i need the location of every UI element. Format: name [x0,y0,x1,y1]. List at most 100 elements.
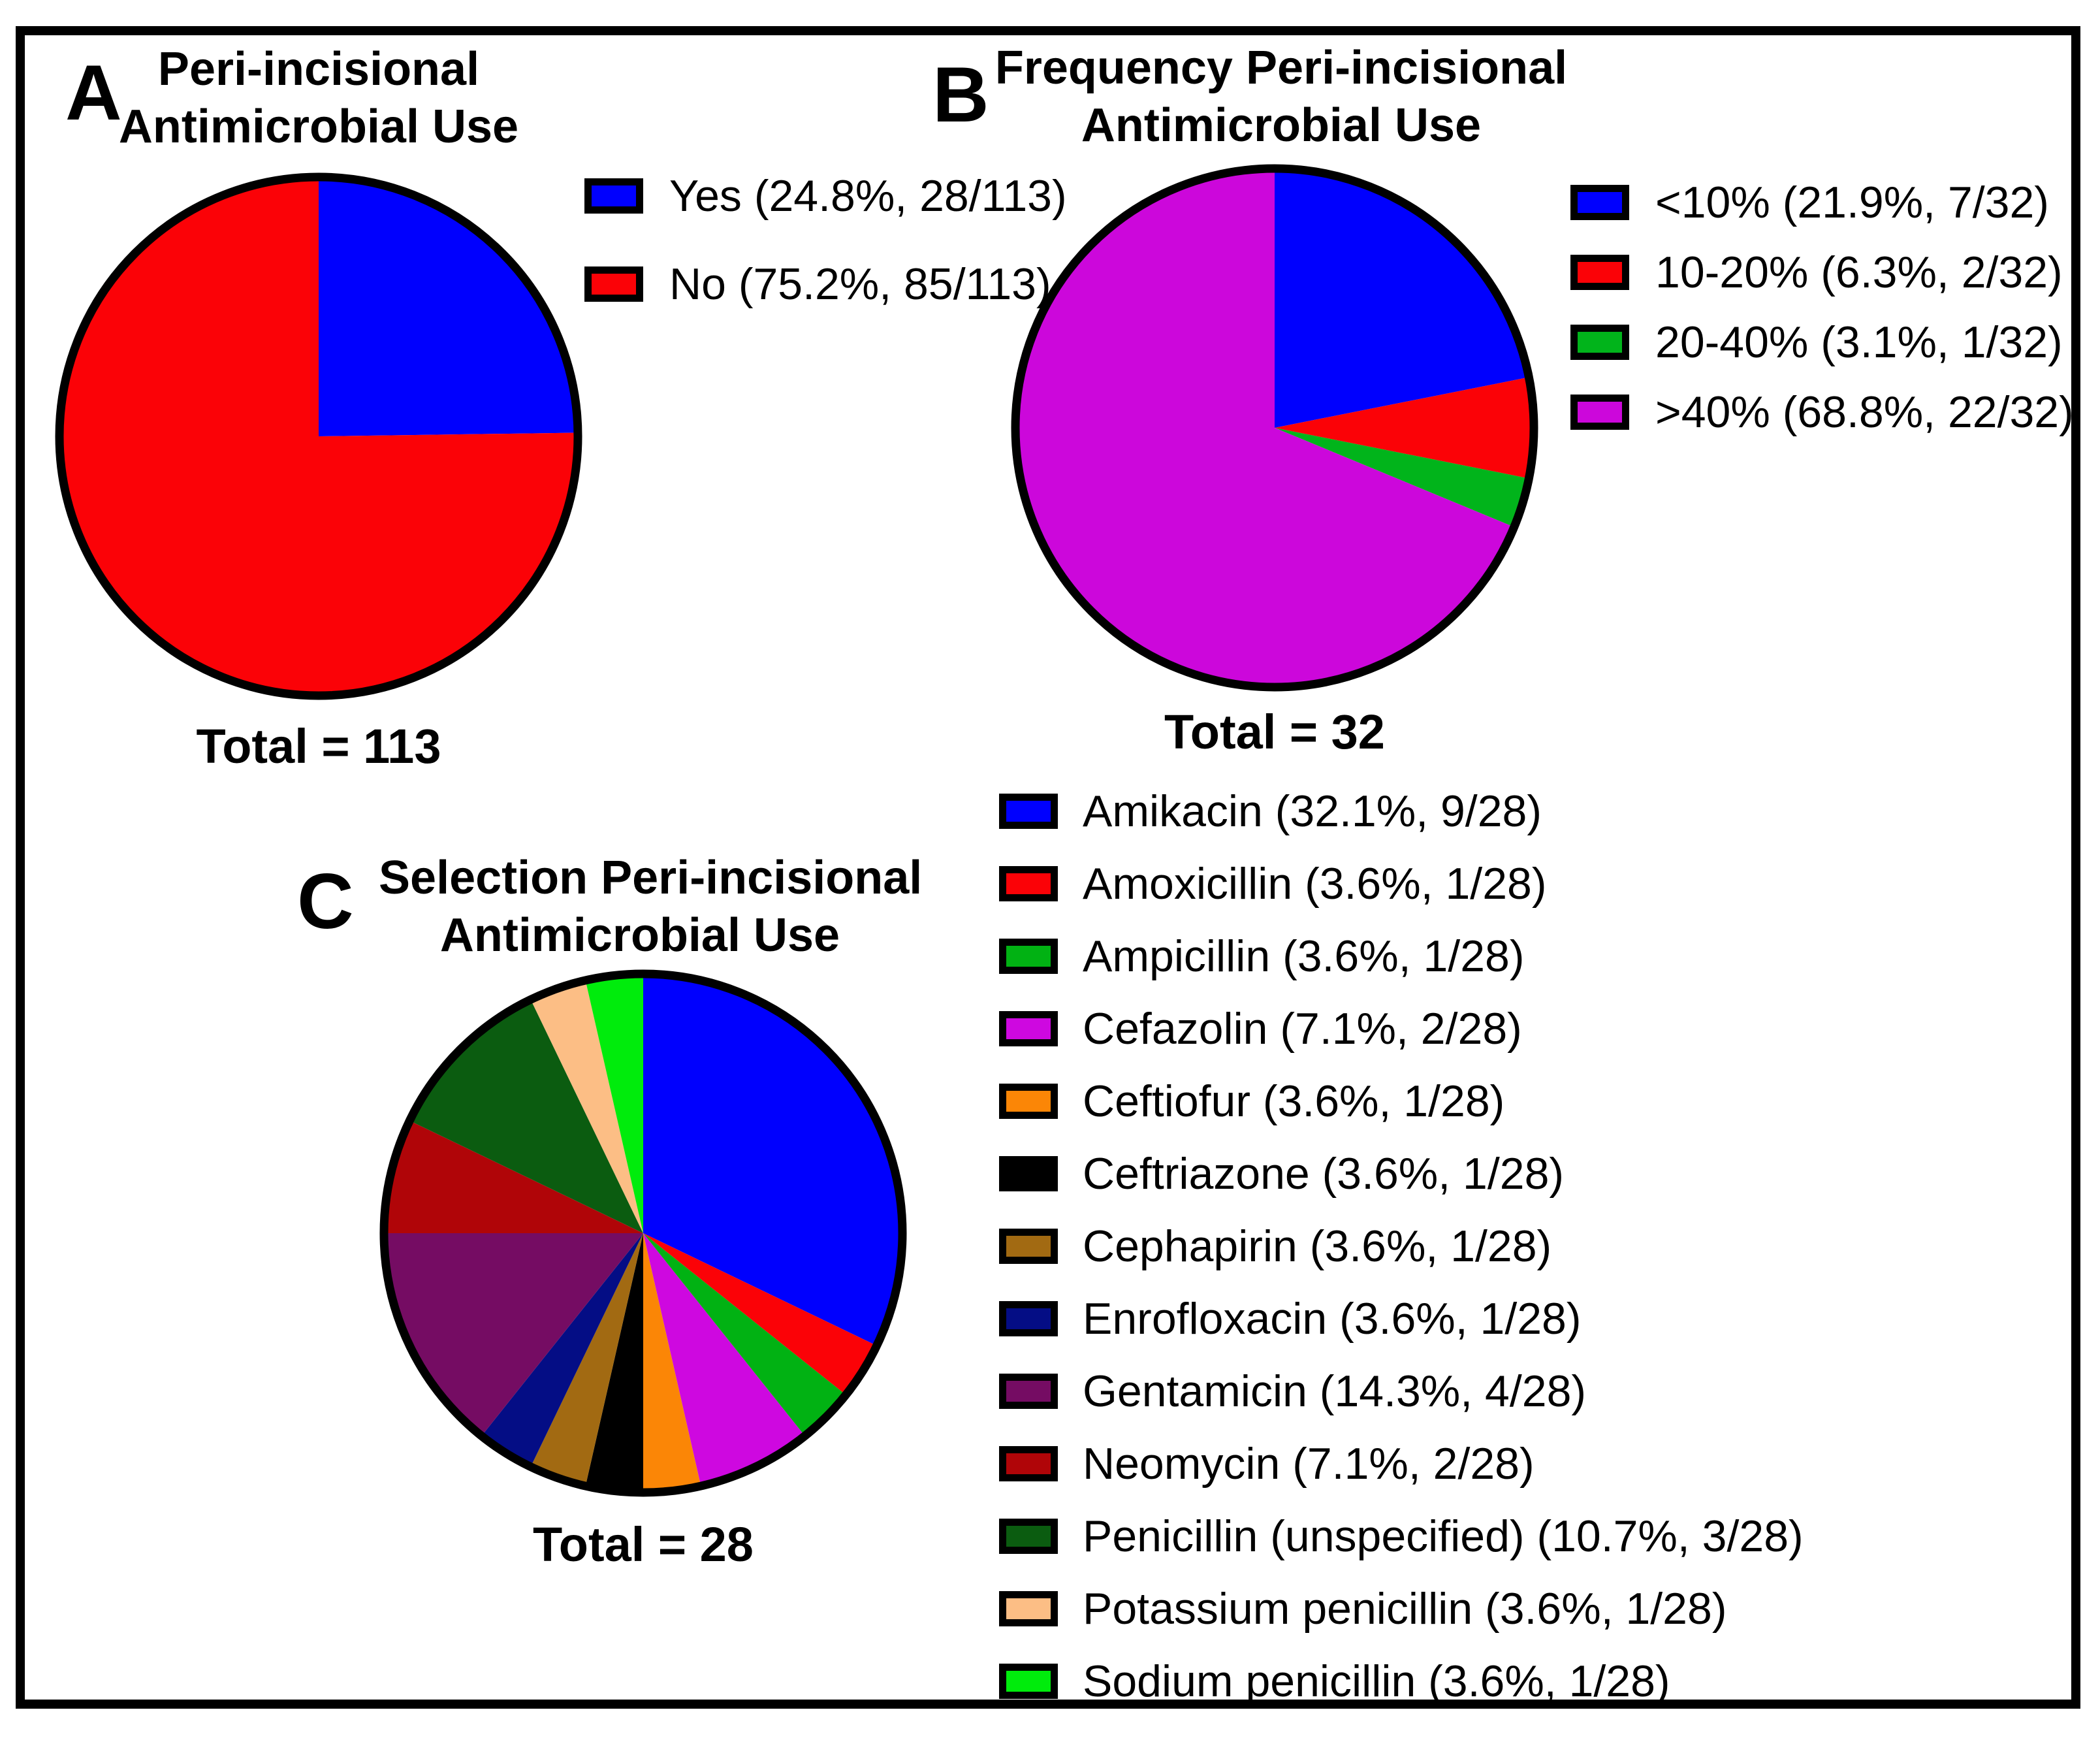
legend-item-ampicillin: Ampicillin (3.6%, 1/28) [999,920,1804,992]
legend-label: Yes (24.8%, 28/113) [669,170,1067,221]
legend-swatch [999,1590,1058,1626]
legend-label: Amikacin (32.1%, 9/28) [1083,786,1542,836]
legend-item-gentamicin: Gentamicin (14.3%, 4/28) [999,1355,1804,1427]
pie-slice-ampicillin [643,1233,846,1436]
legend-label: Enrofloxacin (3.6%, 1/28) [1083,1293,1582,1344]
legend-label: 10-20% (6.3%, 2/32) [1655,247,2063,297]
legend-swatch [999,1373,1058,1409]
legend-item-ceftriazone: Ceftriazone (3.6%, 1/28) [999,1137,1804,1210]
panel-a-label: A [65,49,122,137]
pie-slice-no [59,177,578,696]
legend-label: No (75.2%, 85/113) [669,259,1051,309]
pie-slice-cefazolin [643,1233,805,1487]
legend-item-sodium-penicillin: Sodium penicillin (3.6%, 1/28) [999,1645,1804,1717]
pie-slice-40 [1015,169,1514,687]
pie-slice-sodium-penicillin [585,974,643,1233]
panel-b-total: Total = 32 [1164,705,1385,759]
pie-slice-10 [1275,169,1529,428]
legend-label: 20-40% (3.1%, 1/32) [1655,317,2063,367]
legend-item-20-40: 20-40% (3.1%, 1/32) [1570,307,2074,377]
pie-slice-10-20 [1275,377,1534,479]
legend-swatch [999,938,1058,974]
legend-item-10-20: 10-20% (6.3%, 2/32) [1570,237,2074,307]
pie-slice-neomycin [384,1120,643,1233]
panel-c-title-line1: Selection Peri-incisional [379,852,923,904]
legend-swatch [999,1010,1058,1046]
pie-slice-amoxicillin [643,1233,877,1395]
legend-label: Potassium penicillin (3.6%, 1/28) [1083,1583,1727,1634]
legend-swatch [584,266,643,302]
panel-c-label: C [297,858,354,945]
legend-swatch [1570,324,1629,360]
legend-label: Gentamicin (14.3%, 4/28) [1083,1366,1587,1416]
legend-label: Ceftiofur (3.6%, 1/28) [1083,1076,1505,1126]
legend-swatch [999,1300,1058,1336]
legend-label: Penicillin (unspecified) (10.7%, 3/28) [1083,1511,1804,1561]
panel-b-label: B [932,51,989,138]
legend-item-amoxicillin: Amoxicillin (3.6%, 1/28) [999,847,1804,920]
pie-chart-c [379,969,907,1497]
legend-label: Sodium penicillin (3.6%, 1/28) [1083,1656,1670,1706]
legend-item-10: <10% (21.9%, 7/32) [1570,167,2074,237]
legend-item-40: >40% (68.8%, 22/32) [1570,377,2074,447]
pie-slice-cephapirin [530,1233,643,1487]
legend-label: Ceftriazone (3.6%, 1/28) [1083,1148,1565,1199]
pie-slice-yes [319,177,578,436]
legend-label: Cefazolin (7.1%, 2/28) [1083,1003,1522,1054]
panel-b-title-line2: Antimicrobial Use [1081,99,1482,152]
pie-chart-b [1011,164,1538,692]
pie-chart-a [55,172,582,700]
legend-label: Amoxicillin (3.6%, 1/28) [1083,858,1547,909]
panel-a-title-line2: Antimicrobial Use [118,101,519,153]
pie-outline [379,969,907,1497]
legend-swatch [999,793,1058,829]
legend-swatch [999,865,1058,901]
panel-c-legend: Amikacin (32.1%, 9/28) Amoxicillin (3.6%,… [999,775,1804,1717]
panel-a-total: Total = 113 [196,719,441,773]
legend-label: <10% (21.9%, 7/32) [1655,177,2049,227]
pie-slice-gentamicin [384,1233,643,1436]
legend-swatch [999,1083,1058,1119]
panel-c-total: Total = 28 [533,1517,754,1572]
legend-item-neomycin: Neomycin (7.1%, 2/28) [999,1427,1804,1500]
legend-item-yes: Yes (24.8%, 28/113) [584,152,1067,240]
legend-swatch [1570,184,1629,220]
pie-slice-ceftriazone [585,1233,643,1492]
pie-slice-potassium-penicillin [530,980,643,1233]
legend-item-penicillin-unspecified: Penicillin (unspecified) (10.7%, 3/28) [999,1500,1804,1572]
pie-slice-penicillin-unspecified [409,999,643,1233]
legend-swatch [584,178,643,214]
legend-swatch [1570,394,1629,430]
panel-c-title-line2: Antimicrobial Use [439,909,840,961]
legend-label: Cephapirin (3.6%, 1/28) [1083,1221,1552,1271]
pie-slice-ceftiofur [643,1233,701,1492]
panel-b-legend: <10% (21.9%, 7/32) 10-20% (6.3%, 2/32) 20-… [1570,167,2074,447]
legend-swatch [999,1445,1058,1481]
pie-slice-20-40 [1275,428,1529,527]
legend-label: Neomycin (7.1%, 2/28) [1083,1438,1535,1489]
legend-item-no: No (75.2%, 85/113) [584,240,1067,328]
pie-outline [1011,164,1538,692]
legend-swatch [1570,254,1629,290]
legend-item-amikacin: Amikacin (32.1%, 9/28) [999,775,1804,847]
panel-a-title-line1: Peri-incisional [157,43,480,95]
legend-item-potassium-penicillin: Potassium penicillin (3.6%, 1/28) [999,1572,1804,1645]
legend-label: Ampicillin (3.6%, 1/28) [1083,931,1525,981]
legend-item-cefazolin: Cefazolin (7.1%, 2/28) [999,992,1804,1065]
panel-b-title-line1: Frequency Peri-incisional [994,42,1568,94]
legend-swatch [999,1155,1058,1191]
legend-swatch [999,1663,1058,1699]
panel-a-legend: Yes (24.8%, 28/113) No (75.2%, 85/113) [584,152,1067,328]
legend-item-cephapirin: Cephapirin (3.6%, 1/28) [999,1210,1804,1282]
pie-outline [55,172,582,700]
panel-c-title: Selection Peri-incisional Antimicrobial … [379,849,923,964]
legend-item-enrofloxacin: Enrofloxacin (3.6%, 1/28) [999,1282,1804,1355]
legend-swatch [999,1518,1058,1554]
panel-b-title: Frequency Peri-incisional Antimicrobial … [968,39,1595,154]
pie-slice-enrofloxacin [481,1233,643,1467]
legend-item-ceftiofur: Ceftiofur (3.6%, 1/28) [999,1065,1804,1137]
legend-swatch [999,1228,1058,1264]
panel-a-title: Peri-incisional Antimicrobial Use [57,40,580,155]
legend-label: >40% (68.8%, 22/32) [1655,387,2074,437]
